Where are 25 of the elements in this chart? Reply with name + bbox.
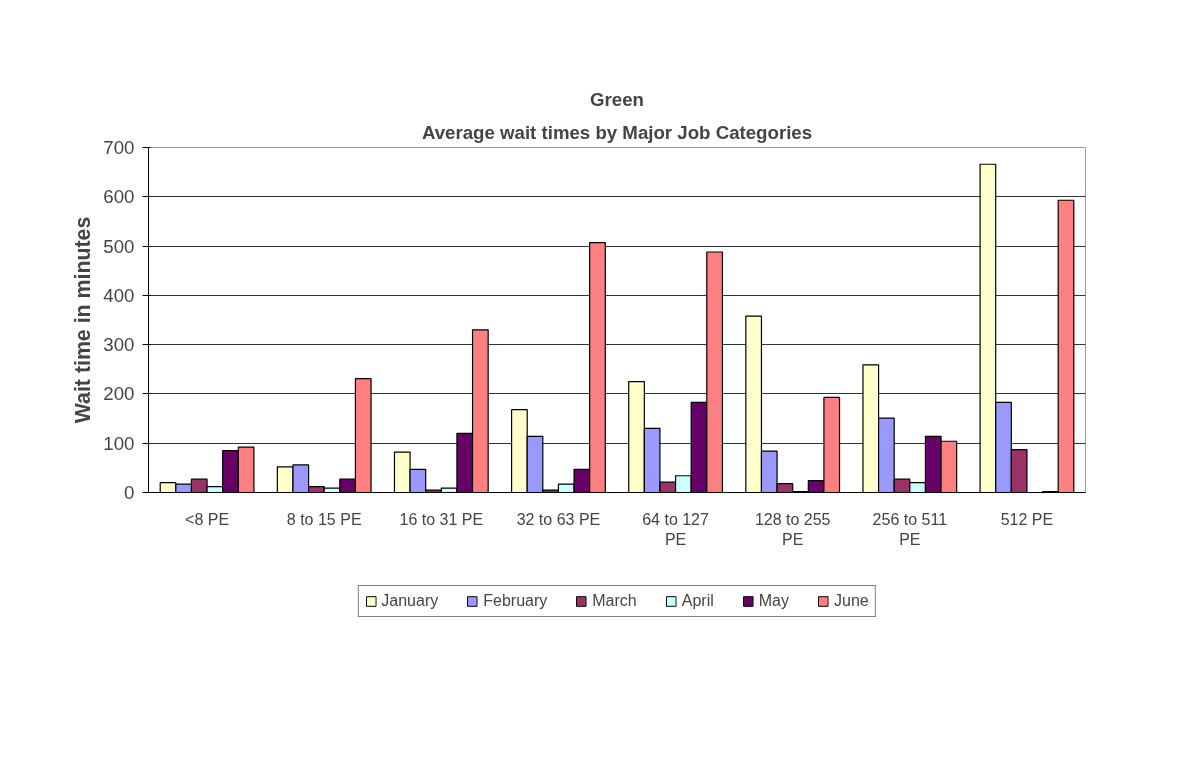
y-tick-label: 600 (103, 186, 135, 208)
x-tick-label: 32 to 63 PE (516, 510, 601, 528)
legend-label: January (381, 592, 439, 610)
y-tick-label: 0 (124, 482, 135, 503)
y-tick-label: 700 (103, 137, 135, 158)
legend-label: May (758, 592, 789, 610)
x-tick-label: 64 to 127 PE (642, 510, 710, 548)
legend-label: March (592, 592, 637, 610)
y-tick-label: 200 (103, 383, 135, 405)
legend-label: February (483, 592, 548, 610)
chart-title: Green (590, 88, 644, 110)
x-tick-label: 128 to 255 PE (754, 510, 831, 548)
y-tick-label: 500 (103, 235, 135, 257)
x-tick-label: <8 PE (185, 510, 230, 528)
legend-label: June (833, 592, 869, 610)
x-tick-label: 512 PE (1000, 510, 1054, 528)
chart-subtitle: Average wait times by Major Job Categories (421, 121, 813, 143)
x-tick-label: 16 to 31 PE (399, 510, 484, 528)
legend-label: April (681, 592, 714, 610)
y-tick-label: 400 (103, 284, 135, 306)
y-tick-label: 300 (103, 334, 135, 356)
y-axis-title: Wait time in minutes (71, 216, 96, 424)
x-tick-label: 8 to 15 PE (286, 510, 362, 528)
y-tick-label: 100 (103, 432, 135, 454)
x-tick-label: 256 to 511 PE (872, 510, 948, 548)
